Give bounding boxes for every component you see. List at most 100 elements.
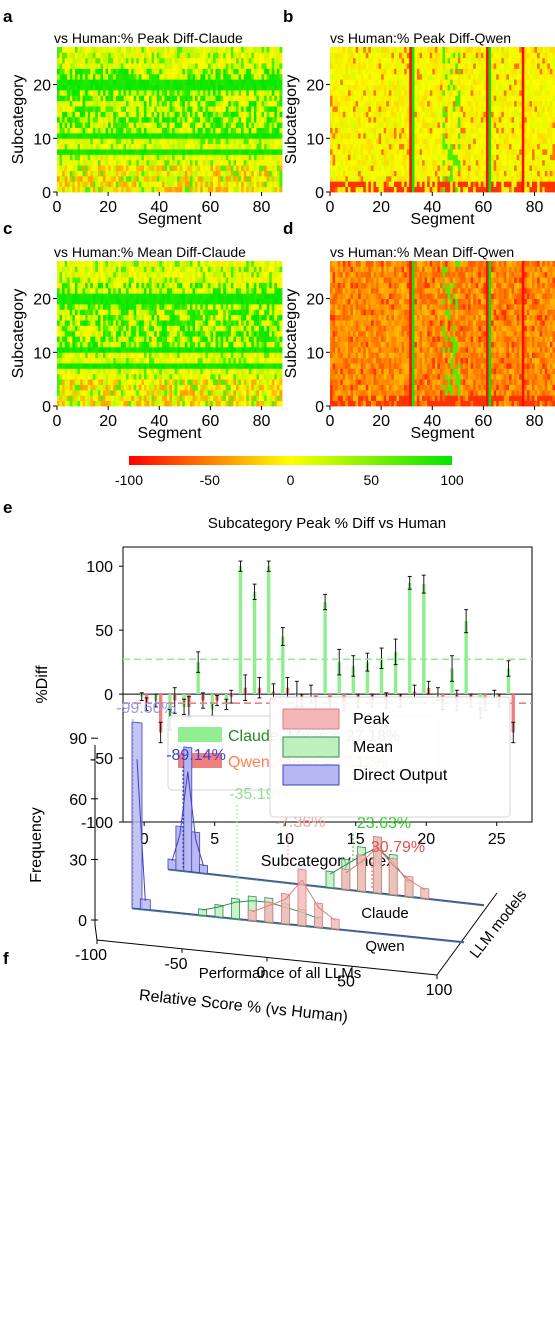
heatmap-cell	[80, 181, 83, 188]
heatmap-cell	[159, 154, 163, 161]
heatmap-cell	[108, 111, 112, 118]
heatmap-cell	[128, 165, 132, 171]
heatmap-cell	[391, 68, 395, 75]
heatmap-cell	[450, 47, 454, 53]
heatmap-cell	[179, 143, 183, 150]
heatmap-cell	[261, 165, 265, 171]
heatmap-cell	[376, 186, 379, 193]
heatmap-cell	[266, 170, 270, 177]
heatmap-cell	[179, 175, 183, 182]
heatmap-cell	[248, 175, 252, 182]
heatmap-cell	[478, 63, 482, 69]
heatmap-cell	[493, 106, 497, 112]
heatmap-cell	[534, 111, 538, 118]
heatmap-cell	[238, 68, 242, 75]
heatmap-cell	[218, 116, 222, 123]
heatmap-cell	[353, 106, 356, 112]
heatmap-cell	[164, 175, 168, 182]
heatmap-cell	[519, 175, 523, 182]
heatmap-cell	[256, 154, 260, 161]
heatmap-cell	[266, 165, 270, 171]
heatmap-cell	[90, 57, 94, 64]
heatmap-cell	[498, 170, 502, 177]
heatmap-cell	[452, 63, 456, 69]
heatmap-cell	[133, 149, 137, 155]
heatmap-cell	[442, 116, 446, 123]
heatmap-cell	[445, 132, 449, 139]
heatmap-cell	[376, 73, 379, 80]
heatmap-cell	[378, 159, 382, 166]
heatmap-cell	[271, 47, 275, 53]
heatmap-cell	[120, 79, 124, 85]
heatmap-cell	[97, 73, 101, 80]
heatmap-cell	[465, 84, 469, 91]
heatmap-cell	[238, 165, 242, 171]
heatmap-cell	[549, 159, 553, 166]
heatmap-cell	[393, 68, 397, 75]
heatmap-cell	[136, 175, 140, 182]
heatmap-cell	[501, 79, 505, 85]
heatmap-cell	[220, 154, 224, 161]
heatmap-cell	[365, 63, 369, 69]
heatmap-cell	[470, 106, 474, 112]
heatmap-cell	[115, 122, 119, 128]
heatmap-cell	[151, 127, 155, 134]
heatmap-cell	[355, 138, 359, 145]
heatmap-cell	[534, 63, 538, 69]
heatmap-cell	[465, 89, 469, 96]
heatmap-cell	[57, 116, 60, 123]
heatmap-cell	[439, 79, 443, 85]
heatmap-cell	[95, 89, 99, 96]
heatmap-cell	[462, 154, 466, 161]
heatmap-cell	[508, 132, 512, 139]
heatmap-cell	[253, 63, 257, 69]
heatmap-cell	[189, 95, 193, 102]
heatmap-cell	[442, 47, 446, 53]
heatmap-cell	[174, 111, 178, 118]
heatmap-cell	[74, 165, 78, 171]
heatmap-cell	[156, 175, 160, 182]
heatmap-cell	[503, 106, 507, 112]
heatmap-cell	[85, 395, 89, 402]
heatmap-cell	[243, 89, 247, 96]
heatmap-cell	[72, 95, 76, 102]
heatmap-cell	[547, 63, 551, 69]
heatmap-cell	[393, 95, 397, 102]
heatmap-cell	[378, 89, 382, 96]
heatmap-cell	[537, 79, 541, 85]
heatmap-cell	[516, 57, 520, 64]
heatmap-cell	[154, 181, 158, 188]
heatmap-cell	[342, 175, 346, 182]
heatmap-cell	[225, 400, 229, 407]
heatmap-cell	[337, 63, 341, 69]
heatmap-cell	[468, 106, 472, 112]
heatmap-cell	[131, 68, 135, 75]
heatmap-cell	[355, 132, 359, 139]
heatmap-cell	[57, 175, 60, 182]
heatmap-cell	[123, 95, 127, 102]
heatmap-cell	[340, 116, 344, 123]
heatmap-cell	[69, 181, 73, 188]
heatmap-cell	[141, 89, 145, 96]
heatmap-cell	[138, 89, 142, 96]
heatmap-cell	[120, 181, 124, 188]
heatmap-cell	[368, 57, 372, 64]
heatmap-cell	[376, 143, 379, 150]
heatmap-cell	[340, 127, 344, 134]
heatmap-cell	[77, 63, 81, 69]
heatmap-cell	[113, 79, 117, 85]
heatmap-cell	[118, 89, 122, 96]
heatmap-cell	[332, 68, 336, 75]
heatmap-cell	[230, 181, 234, 188]
heatmap-cell	[136, 100, 140, 107]
heatmap-cell	[90, 138, 94, 145]
heatmap-cell	[248, 170, 252, 177]
heatmap-cell	[274, 127, 278, 134]
heatmap-cell	[174, 143, 178, 150]
heatmap-cell	[378, 100, 382, 107]
heatmap-cell	[549, 186, 553, 193]
heatmap-cell	[90, 400, 94, 407]
heatmap-cell	[345, 149, 349, 155]
heatmap-cell	[131, 170, 135, 177]
heatmap-cell	[439, 154, 443, 161]
